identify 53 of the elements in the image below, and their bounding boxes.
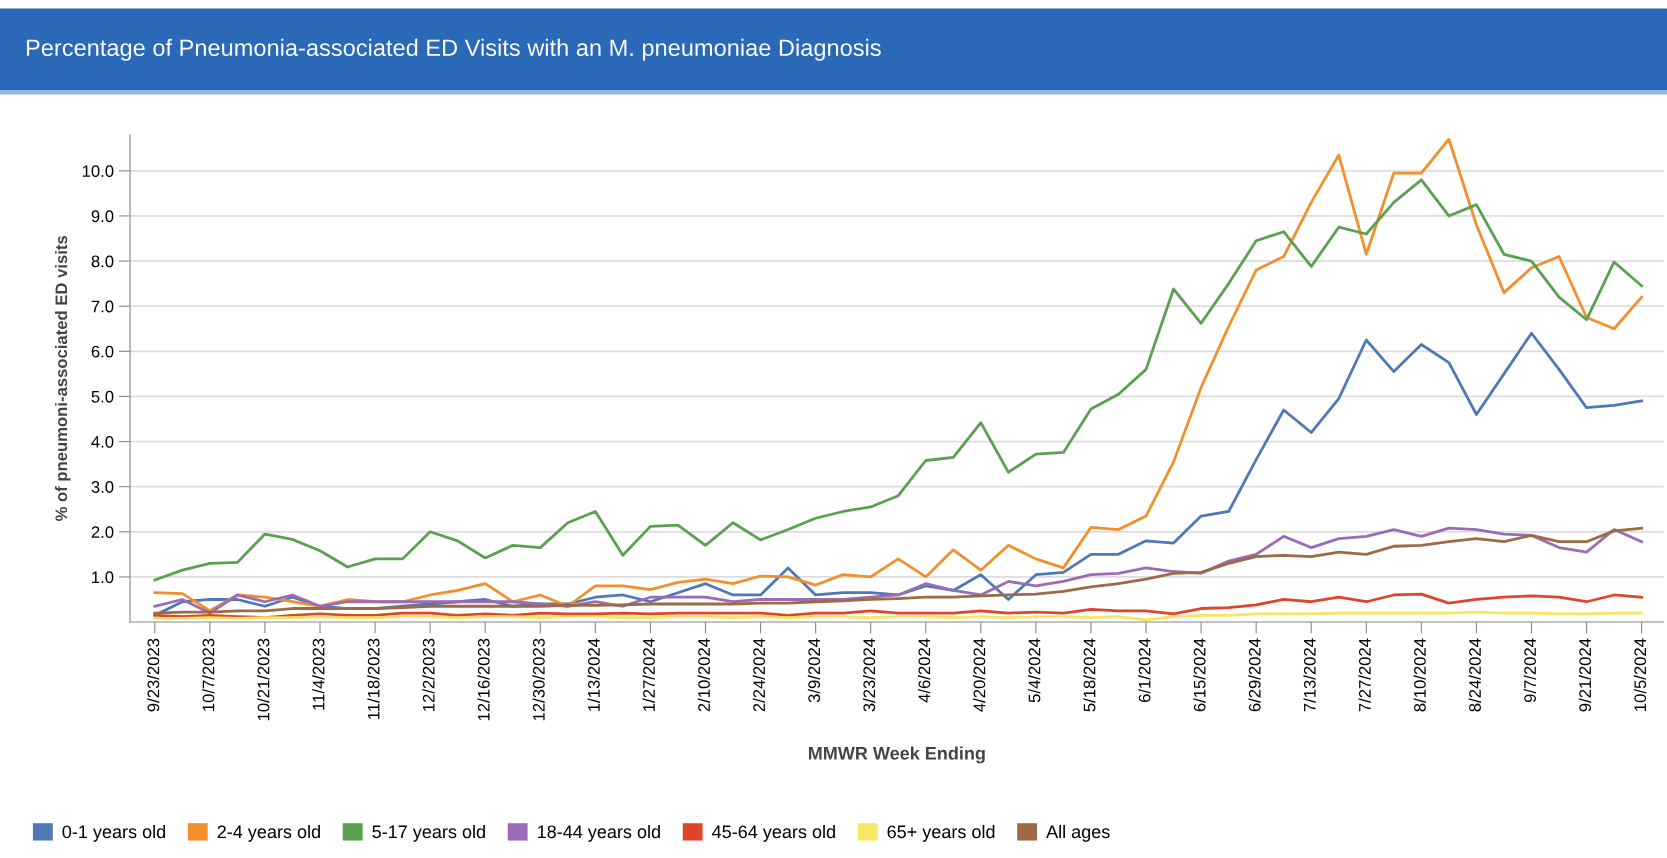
legend-label: 65+ years old bbox=[887, 824, 995, 842]
x-tick-label: 9/21/2024 bbox=[1578, 638, 1592, 712]
y-tick-label: 5.0 bbox=[91, 390, 114, 403]
x-tick-label: 5/4/2024 bbox=[1028, 638, 1041, 703]
x-tick-label: 6/29/2024 bbox=[1248, 638, 1261, 712]
x-tick-label: 3/23/2024 bbox=[862, 638, 876, 712]
x-tick-label: 11/18/2023 bbox=[367, 638, 380, 719]
x-tick-label: 4/6/2024 bbox=[917, 638, 931, 703]
x-tick-label: 12/30/2023 bbox=[532, 638, 545, 721]
x-tick-label: 7/27/2024 bbox=[1358, 638, 1371, 712]
y-tick-label: 4.0 bbox=[91, 435, 114, 448]
y-tick-label: 10.0 bbox=[82, 165, 114, 178]
x-tick-label: 10/5/2024 bbox=[1633, 638, 1647, 711]
y-tick-label: 7.0 bbox=[91, 300, 114, 313]
x-tick-label: 8/10/2024 bbox=[1413, 638, 1426, 712]
legend-label: 0-1 years old bbox=[62, 824, 166, 842]
line-series bbox=[153, 526, 1644, 615]
y-tick-label: 9.0 bbox=[91, 210, 114, 223]
legend-label: 2-4 years old bbox=[217, 824, 320, 842]
x-tick-label: 12/2/2023 bbox=[422, 638, 435, 711]
legend-label: 18-44 years old bbox=[537, 824, 660, 842]
chart-title: Percentage of Pneumonia-associated ED Visits with an M. pneumoniae Diagnosis bbox=[26, 38, 881, 61]
y-tick-label: 3.0 bbox=[91, 481, 114, 493]
x-tick-label: 1/27/2024 bbox=[642, 638, 655, 711]
x-tick-label: 1/13/2024 bbox=[587, 638, 600, 711]
line-series bbox=[153, 610, 1644, 622]
x-tick-label: 11/4/2023 bbox=[312, 638, 325, 710]
x-tick-label: 6/15/2024 bbox=[1193, 638, 1206, 712]
x-axis-title: MMWR Week Ending bbox=[808, 746, 985, 764]
legend-label: 45-64 years old bbox=[712, 824, 835, 842]
x-tick-label: 2/10/2024 bbox=[697, 638, 710, 712]
y-tick-label: 8.0 bbox=[91, 255, 114, 268]
y-tick-label: 1.0 bbox=[92, 571, 114, 584]
legend-label: 5-17 years old bbox=[372, 824, 485, 842]
line-series bbox=[153, 178, 1644, 582]
x-tick-label: 9/7/2024 bbox=[1523, 638, 1536, 703]
x-tick-label: 12/16/2023 bbox=[477, 638, 490, 721]
x-tick-label: 2/24/2024 bbox=[752, 638, 766, 712]
x-tick-label: 5/18/2024 bbox=[1083, 638, 1096, 712]
line-series bbox=[153, 137, 1644, 613]
line-series bbox=[153, 592, 1644, 619]
x-tick-label: 7/13/2024 bbox=[1303, 638, 1316, 712]
x-tick-label: 10/7/2023 bbox=[202, 638, 215, 711]
x-tick-label: 3/9/2024 bbox=[807, 638, 821, 703]
x-tick-label: 10/21/2023 bbox=[257, 638, 270, 721]
x-tick-label: 4/20/2024 bbox=[973, 638, 986, 712]
x-tick-label: 8/24/2024 bbox=[1468, 638, 1481, 712]
x-tick-label: 6/1/2024 bbox=[1138, 638, 1151, 703]
legend-label: All ages bbox=[1046, 824, 1110, 842]
y-tick-label: 2.0 bbox=[91, 526, 114, 538]
x-tick-label: 9/23/2023 bbox=[147, 638, 160, 712]
y-tick-label: 6.0 bbox=[91, 345, 114, 358]
y-axis-title: % of pneumoni-associated ED visits bbox=[54, 235, 71, 522]
